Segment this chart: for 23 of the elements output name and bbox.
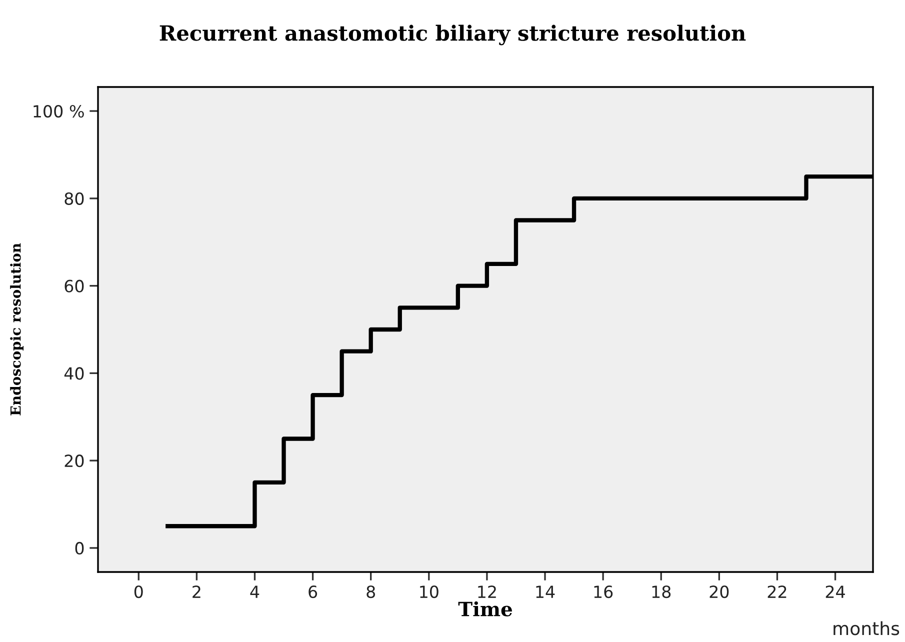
x-tick-label: 12: [478, 585, 496, 598]
x-tick-label: 0: [134, 585, 143, 598]
y-tick-label: 100 %: [34, 104, 84, 118]
x-tick-label: 18: [652, 585, 671, 598]
x-tick-label: 4: [250, 586, 260, 598]
x-axis-title: Time: [458, 601, 512, 616]
x-tick-label: 22: [768, 585, 786, 598]
x-tick-label: 24: [826, 585, 845, 598]
y-tick-label: 20: [64, 454, 84, 468]
y-tick-label: 60: [64, 280, 84, 292]
x-tick-label: 2: [192, 585, 200, 598]
x-tick-label: 8: [366, 585, 376, 598]
chart-title: Recurrent anastomotic biliary stricture resolution: [160, 24, 746, 46]
x-tick-label: 14: [536, 586, 555, 598]
y-tick-label: 80: [64, 192, 84, 205]
text: months: [834, 621, 900, 636]
x-tick-label: 16: [594, 585, 613, 598]
x-tick-label: 6: [308, 585, 318, 598]
x-tick-label: 10: [420, 585, 438, 598]
x-tick-label: 20: [710, 585, 729, 598]
y-tick-label: 40: [64, 367, 84, 380]
y-tick-label: 0: [75, 542, 84, 555]
y-axis-title: Endoscopic resolution: [10, 243, 24, 416]
